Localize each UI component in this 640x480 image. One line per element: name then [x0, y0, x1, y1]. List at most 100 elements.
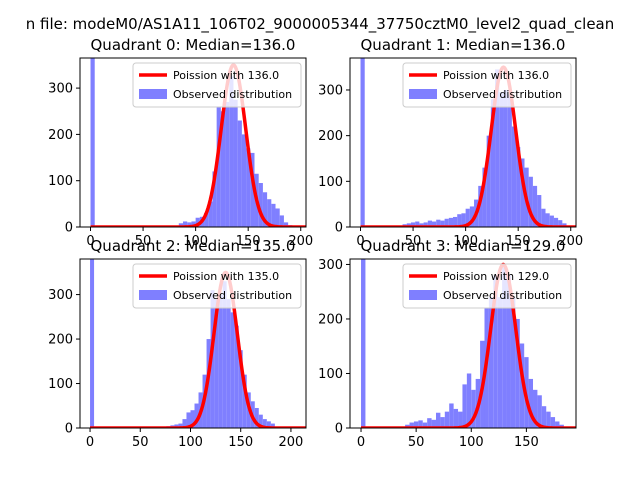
histogram-bar	[230, 312, 235, 428]
y-tick-label: 200	[48, 333, 73, 348]
axes-frame	[349, 258, 577, 429]
figure-suptitle: n file: modeM0/AS1A11_106T02_9000005344_…	[26, 15, 615, 34]
y-tick-label: 200	[318, 129, 343, 144]
legend-label-poisson: Poission with 129.0	[443, 270, 549, 283]
histogram-bar	[242, 374, 247, 428]
y-tick-label: 300	[48, 82, 73, 97]
legend-box	[402, 62, 572, 108]
subplots-grid: 0 50 100 150 200 0 100 200 300 Quadrant 0: Median…	[48, 36, 583, 450]
poisson-curve	[360, 262, 576, 428]
histogram-bar	[528, 378, 534, 428]
histogram-bar	[440, 220, 445, 227]
histogram-bar	[457, 214, 462, 227]
histogram-bar	[279, 215, 284, 227]
histogram-bar	[503, 89, 508, 227]
histogram-bar	[507, 94, 512, 227]
x-tick-label: 150	[228, 435, 253, 450]
legend-hist-swatch	[409, 89, 437, 99]
histogram-bar	[406, 223, 411, 227]
histogram-bar	[493, 275, 498, 428]
histogram-bar	[495, 69, 500, 227]
histogram-bar	[550, 417, 556, 428]
legend: Poission with 136.0 Observed distribution	[402, 62, 572, 108]
histogram-bar	[413, 421, 419, 428]
x-tick-label: 0	[356, 234, 364, 249]
histogram-bar	[262, 192, 268, 227]
histogram-bar	[516, 147, 521, 227]
x-tick-label: 100	[459, 435, 484, 450]
histogram-bar	[246, 148, 251, 227]
x-tick-label: 150	[506, 234, 531, 249]
histogram-bar	[444, 218, 449, 227]
poisson-curve	[89, 63, 306, 227]
plot-area	[89, 259, 306, 428]
histogram-bar	[427, 220, 432, 227]
histogram-bar	[418, 420, 423, 428]
y-tick-label: 300	[48, 288, 73, 303]
histogram-bar	[520, 158, 525, 227]
histogram-bar	[182, 419, 187, 428]
y-tick-label: 0	[335, 422, 343, 437]
y-tick-label: 100	[48, 377, 73, 392]
histogram-bar	[431, 221, 437, 227]
histogram-bar	[453, 408, 459, 428]
legend-label-poisson: Poission with 136.0	[173, 69, 279, 82]
histogram-bar	[444, 411, 450, 428]
legend-hist-swatch	[139, 290, 167, 300]
histogram-bar	[423, 222, 428, 227]
histogram-bar	[233, 99, 238, 227]
histogram-bar	[218, 294, 223, 428]
histogram-bar	[558, 220, 563, 227]
histogram-bar	[546, 411, 551, 428]
x-tick-label: 200	[288, 234, 313, 249]
histogram-bar	[204, 213, 209, 227]
histogram-bar	[462, 384, 467, 428]
y-tick-label: 100	[318, 367, 343, 382]
histogram-bar	[258, 183, 263, 227]
y-tick-label: 100	[48, 174, 73, 189]
legend-box	[402, 263, 572, 309]
histogram-bar	[486, 135, 491, 227]
histogram-bar	[537, 395, 542, 428]
histogram-bar	[361, 259, 366, 428]
x-tick-label: 50	[405, 234, 422, 249]
histogram-bar	[449, 403, 454, 428]
histogram-bar	[497, 297, 503, 428]
histogram-bar	[436, 219, 441, 227]
histogram-bar	[214, 299, 219, 428]
histogram-bar	[262, 419, 267, 428]
histogram-bar	[465, 208, 470, 227]
histogram-bar	[266, 421, 271, 428]
histogram-bar	[453, 216, 458, 227]
histogram-bar	[250, 152, 255, 227]
histogram-bar	[533, 389, 538, 428]
subplot-quadrant-1: 0 50 100 150 200 0 100 200 300 Quadrant 1: Median…	[318, 36, 583, 249]
subplot-quadrant-3: 0 50 100 150 0 100 200 300 Quadrant 3: Median=12…	[318, 237, 577, 450]
histogram-bar	[238, 350, 243, 428]
axes-frame	[79, 258, 307, 429]
histogram-bar	[528, 176, 533, 227]
legend: Poission with 135.0 Observed distribution	[132, 263, 302, 309]
histogram-bar	[283, 222, 289, 227]
y-tick-label: 100	[318, 175, 343, 190]
histogram-bar	[271, 203, 276, 227]
axes-frame	[79, 57, 307, 228]
histogram-bar	[466, 373, 472, 428]
x-tick-label: 0	[86, 435, 94, 450]
histogram-bar	[225, 101, 230, 227]
histogram-bar	[448, 217, 454, 227]
histogram-bar	[562, 223, 567, 227]
plot-area	[89, 58, 306, 227]
histogram-bar	[471, 389, 476, 428]
histogram-bar	[229, 76, 234, 227]
x-tick-label: 100	[183, 234, 208, 249]
histogram-bar	[190, 410, 195, 428]
subplot-title: Quadrant 1: Median=136.0	[361, 36, 566, 54]
x-tick-label: 150	[514, 435, 539, 450]
x-tick-label: 0	[357, 435, 365, 450]
subplot-quadrant-2: 0 50 100 150 200 0 100 200 300 Quadrant 2: Median…	[48, 237, 307, 450]
histogram-bar	[515, 318, 520, 428]
histogram-bar	[427, 418, 432, 428]
y-tick-label: 300	[318, 258, 343, 273]
